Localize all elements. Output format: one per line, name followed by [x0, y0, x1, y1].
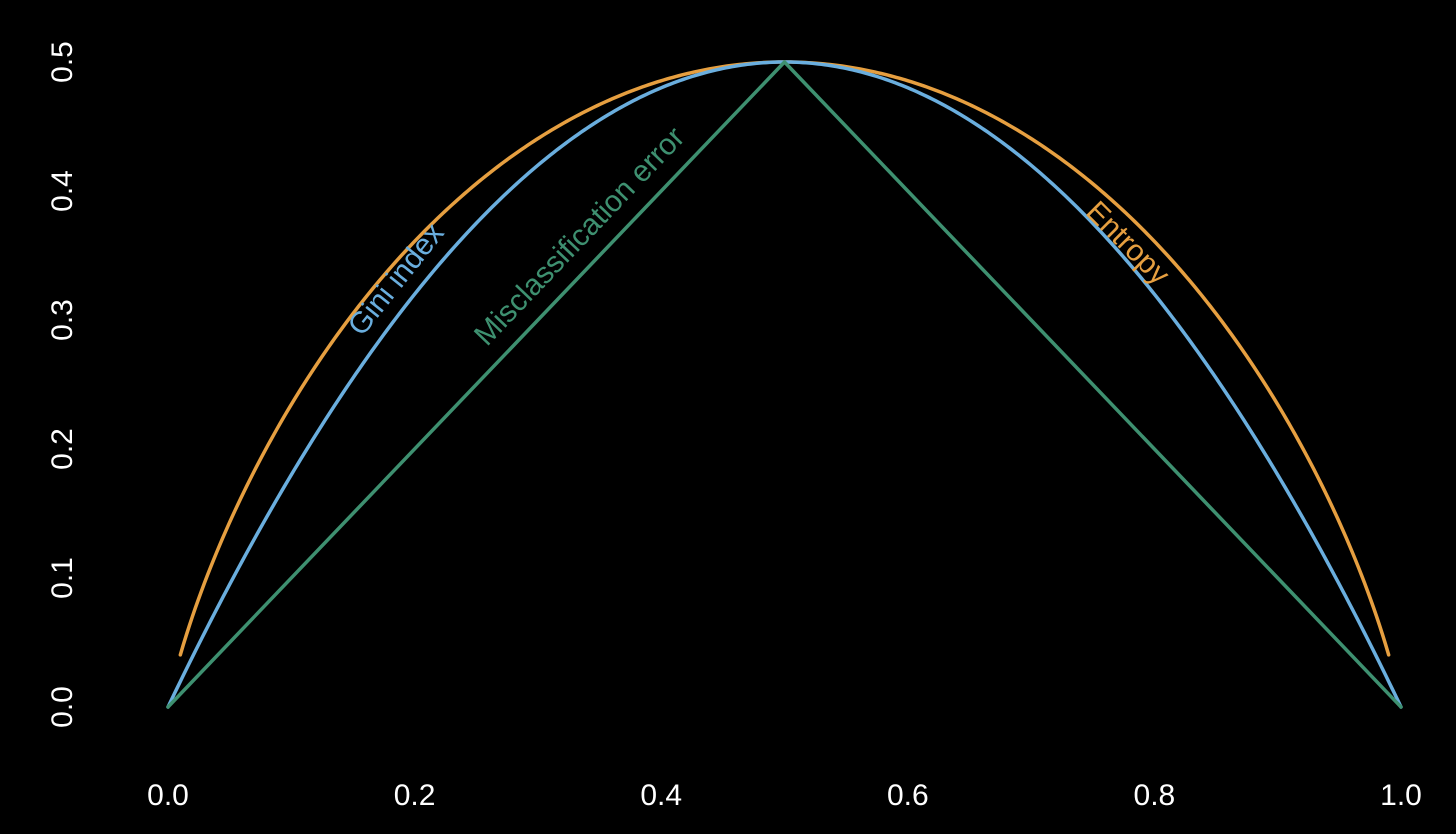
x-tick-label: 0.6 [887, 779, 929, 812]
y-tick-label: 0.1 [46, 557, 79, 599]
y-tick-label: 0.5 [46, 41, 79, 83]
x-tick-label: 0.2 [394, 779, 436, 812]
x-axis-ticks: 0.0 0.2 0.4 0.6 0.8 1.0 [147, 779, 1422, 812]
series-line-entropy [178, 60, 1391, 657]
y-axis-ticks: 0.0 0.1 0.2 0.3 0.4 0.5 [46, 41, 79, 728]
series-labels: Entropy Gini index Misclassification error [342, 121, 1176, 352]
series-label-entropy: Entropy [1079, 195, 1175, 291]
y-tick-label: 0.4 [46, 170, 79, 212]
y-tick-label: 0.2 [46, 428, 79, 470]
series-lines [166, 60, 1403, 709]
series-line-gini [166, 60, 1403, 709]
x-tick-label: 0.4 [640, 779, 682, 812]
y-tick-label: 0.0 [46, 686, 79, 728]
x-tick-label: 1.0 [1380, 779, 1422, 812]
series-label-misclassification: Misclassification error [468, 121, 691, 352]
series-line-misclassification [166, 60, 1403, 709]
x-tick-label: 0.0 [147, 779, 189, 812]
x-tick-label: 0.8 [1134, 779, 1176, 812]
series-label-gini: Gini index [342, 217, 451, 342]
y-tick-label: 0.3 [46, 299, 79, 341]
